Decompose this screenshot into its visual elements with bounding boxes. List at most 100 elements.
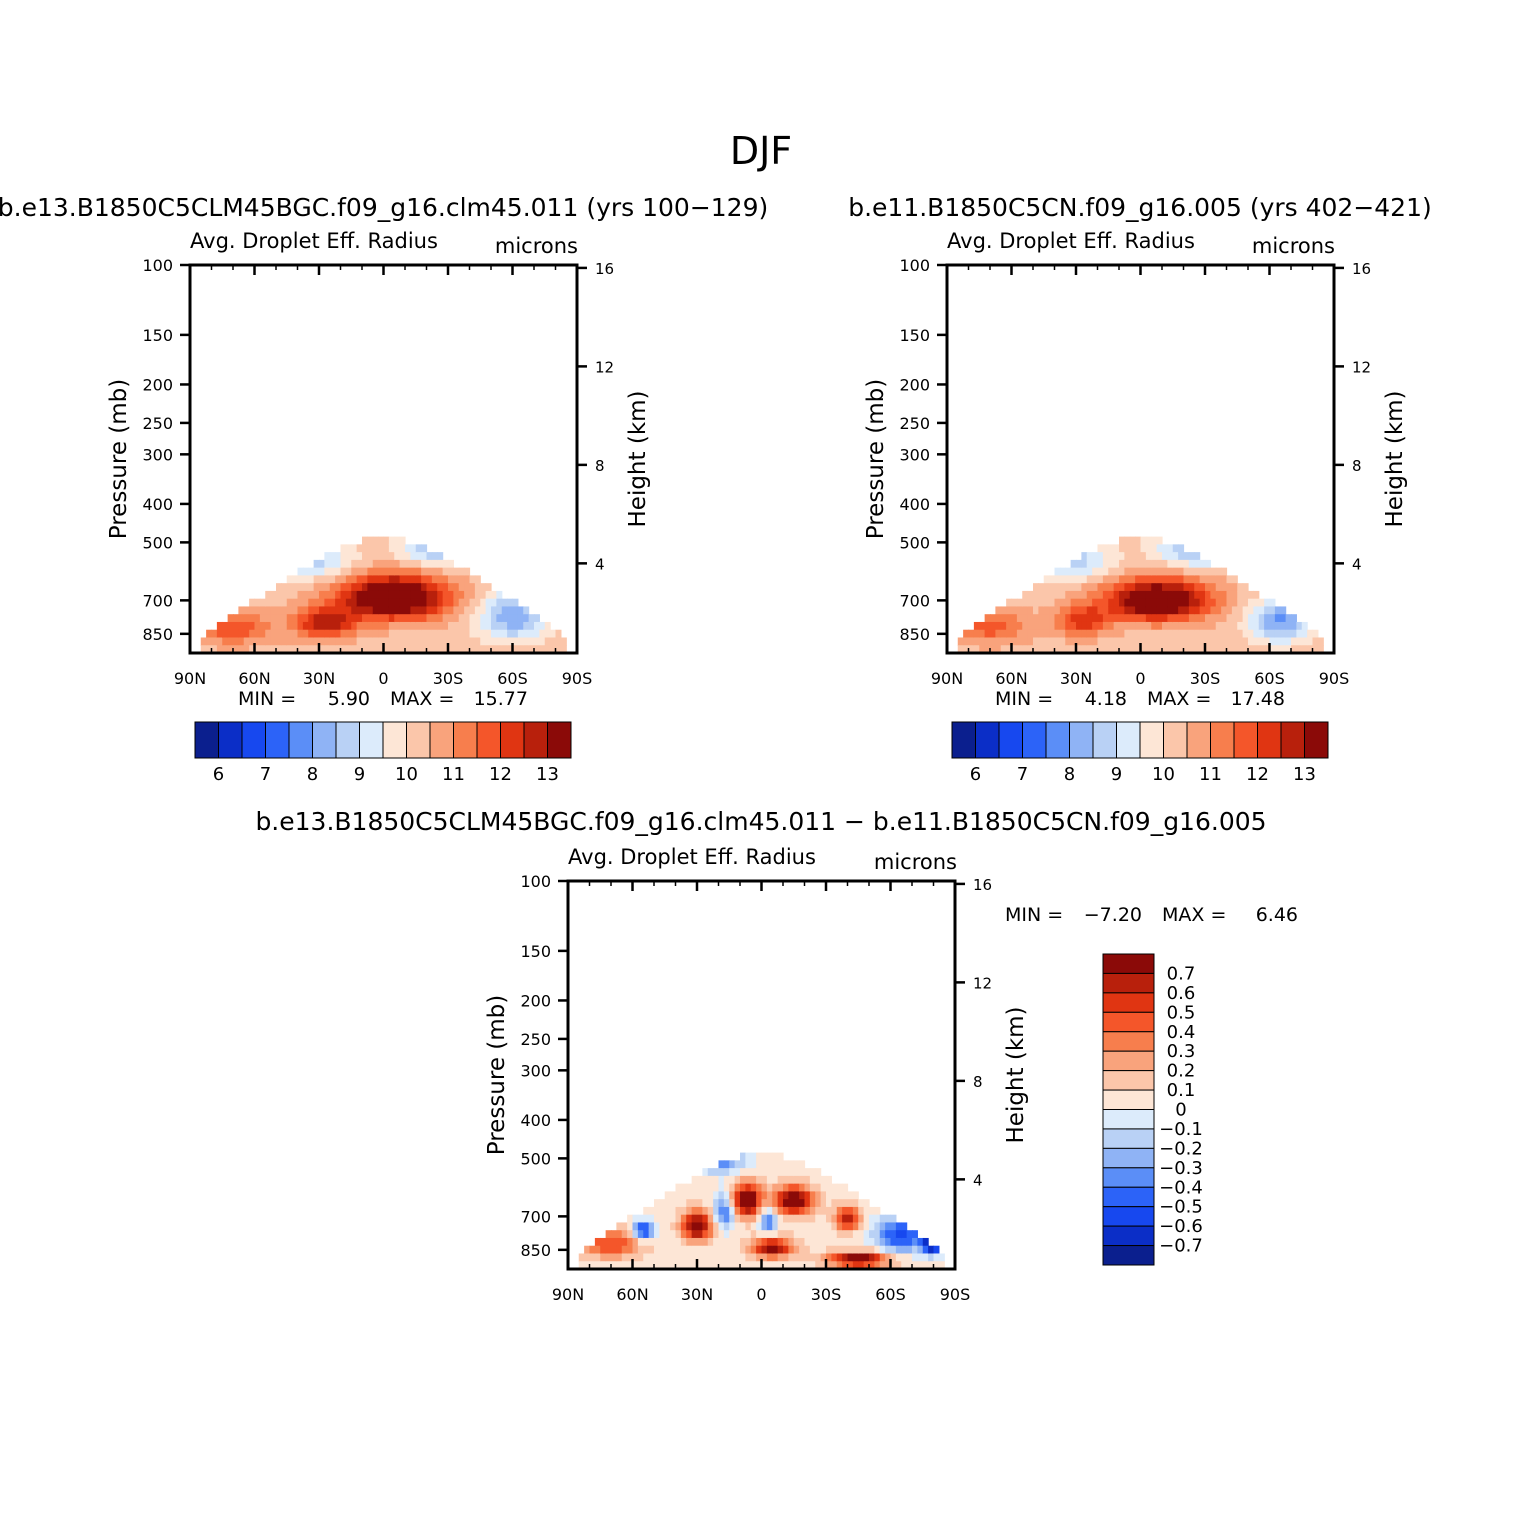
contour-cell — [415, 552, 422, 561]
contour-cell — [378, 598, 385, 608]
contour-cell — [869, 1214, 875, 1224]
contour-cell — [1065, 637, 1072, 646]
contour-cell — [799, 1222, 806, 1231]
contour-cell — [783, 1230, 789, 1239]
contour-cell — [1033, 621, 1039, 631]
contour-cell — [1140, 552, 1147, 561]
contour-cell — [1108, 629, 1115, 639]
contour-cell — [1065, 583, 1072, 592]
y-tick-label: 400 — [142, 495, 173, 514]
contour-cell — [1312, 629, 1319, 639]
contour-cell — [842, 1199, 849, 1208]
contour-cell — [383, 629, 390, 639]
contour-cell — [485, 621, 492, 631]
contour-cell — [496, 637, 503, 646]
contour-cell — [1129, 544, 1136, 553]
contour-cell — [254, 606, 261, 615]
contour-cell — [1033, 606, 1039, 615]
contour-cell — [421, 606, 428, 615]
contour-cell — [550, 645, 557, 654]
contour-cell — [686, 1214, 693, 1224]
contour-cell — [1102, 590, 1109, 600]
x-tick-label: 60N — [238, 669, 270, 688]
page-title: DJF — [730, 129, 792, 173]
contour-cell — [1049, 645, 1056, 654]
contour-cell — [1285, 645, 1292, 654]
contour-cell — [632, 1230, 639, 1239]
contour-cell — [351, 544, 358, 553]
contour-cell — [995, 621, 1002, 631]
contour-cell — [777, 1261, 784, 1270]
contour-cell — [313, 559, 320, 569]
colorbar-swatch — [453, 721, 478, 759]
y-tick-label: 100 — [520, 872, 551, 891]
contour-cell — [1086, 621, 1093, 631]
y-tick-label: 150 — [899, 326, 930, 345]
contour-cell — [496, 606, 503, 615]
contour-cell — [405, 645, 411, 654]
contour-cell — [544, 637, 551, 646]
contour-cell — [351, 614, 358, 623]
contour-cell — [534, 629, 540, 639]
contour-cell — [1113, 583, 1120, 592]
contour-cell — [777, 1183, 784, 1192]
contour-cell — [448, 567, 454, 576]
contour-cell — [659, 1230, 666, 1239]
contour-cell — [292, 629, 299, 639]
contour-cell — [815, 1230, 822, 1239]
contour-cell — [890, 1245, 897, 1255]
contour-cell — [367, 552, 374, 561]
contour-cell — [1151, 590, 1158, 600]
contour-cell — [372, 598, 379, 608]
contour-cell — [1183, 637, 1190, 646]
contour-cell — [523, 637, 530, 646]
contour-cell — [394, 598, 401, 608]
contour-cell — [809, 1199, 816, 1208]
contour-cell — [345, 567, 352, 576]
contour-cell — [885, 1214, 892, 1224]
contour-cell — [869, 1237, 875, 1247]
contour-cell — [734, 1175, 741, 1185]
contour-cell — [259, 606, 266, 615]
contour-cell — [847, 1199, 854, 1208]
contour-cell — [723, 1230, 730, 1239]
contour-cell — [917, 1245, 924, 1255]
contour-cell — [659, 1245, 666, 1255]
contour-cell — [431, 614, 438, 623]
contour-cell — [1076, 645, 1082, 654]
contour-cell — [804, 1214, 811, 1224]
contour-cell — [627, 1230, 634, 1239]
contour-cell — [474, 606, 481, 615]
contour-cell — [399, 559, 406, 569]
contour-cell — [302, 575, 309, 584]
contour-cell — [372, 590, 379, 600]
contour-cell — [1258, 621, 1265, 631]
contour-cell — [745, 1168, 752, 1177]
contour-cell — [254, 614, 261, 623]
contour-cell — [879, 1261, 886, 1270]
contour-cell — [394, 536, 401, 545]
contour-cell — [761, 1191, 768, 1200]
contour-cell — [410, 575, 417, 584]
contour-cell — [713, 1183, 720, 1192]
contour-cell — [367, 637, 374, 646]
contour-cell — [1022, 606, 1029, 615]
colorbar-swatch — [1102, 953, 1155, 974]
variable-label: Avg. Droplet Eff. Radius — [568, 845, 816, 869]
contour-cell — [222, 645, 229, 654]
contour-cell — [345, 645, 352, 654]
contour-cell — [1054, 614, 1061, 623]
contour-cell — [1135, 598, 1142, 608]
contour-cell — [1156, 629, 1163, 639]
contour-cell — [1124, 536, 1131, 545]
contour-cell — [1280, 614, 1287, 623]
contour-cell — [464, 621, 471, 631]
contour-cell — [1022, 590, 1029, 600]
contour-cell — [745, 1152, 752, 1161]
contour-cell — [437, 583, 444, 592]
contour-cell — [335, 645, 342, 654]
colorbar-swatch — [382, 721, 407, 759]
contour-cell — [442, 583, 449, 592]
contour-cell — [324, 621, 331, 631]
contour-cell — [394, 637, 401, 646]
